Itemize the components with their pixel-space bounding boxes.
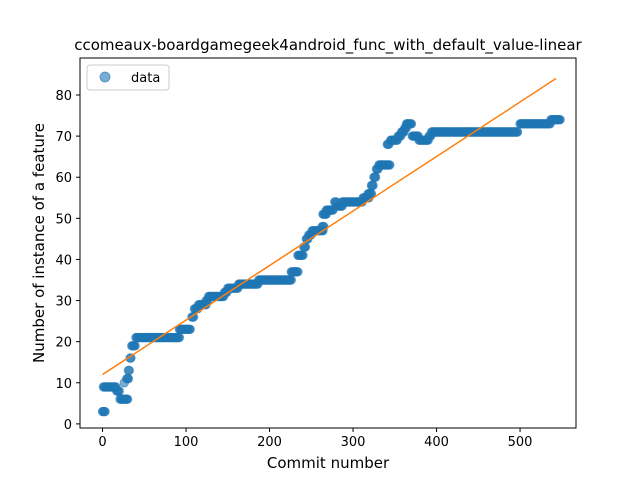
y-tick-label-1: 10 (55, 377, 72, 392)
y-tick-label-3: 30 (55, 295, 72, 310)
data-point-568 (555, 114, 565, 125)
legend-label-data: data (131, 71, 160, 86)
x-axis-label: Commit number (267, 454, 390, 472)
data-point-392 (406, 119, 417, 129)
data-point-33 (122, 394, 133, 404)
y-tick-label-8: 80 (55, 89, 72, 104)
x-tick-label-1: 100 (174, 435, 199, 450)
data-point-362 (385, 160, 395, 170)
data-point-243 (293, 267, 303, 277)
y-tick-label-7: 70 (55, 130, 72, 145)
legend: data (86, 64, 170, 91)
fit-line-layer (102, 77, 557, 376)
legend-marker-data (99, 71, 111, 83)
data-point-234 (286, 275, 296, 285)
fit-line (102, 77, 557, 376)
x-tick-label-3: 300 (341, 435, 366, 450)
y-tick-label-6: 60 (55, 171, 72, 186)
y-tick-label-4: 40 (55, 253, 72, 268)
plot-frame (79, 57, 577, 429)
data-point-39 (124, 365, 134, 376)
axes-layer: 0 100 200 300 400 500 0 10 20 30 40 50 60 70 80 (55, 89, 532, 450)
data-point-519 (512, 127, 523, 137)
data-point-3 (100, 406, 110, 417)
x-tick-label-4: 400 (424, 435, 449, 450)
data-point-250 (298, 250, 308, 261)
legend-box (86, 64, 170, 91)
data-point-23 (114, 386, 124, 396)
x-tick-label-5: 500 (508, 435, 533, 450)
data-point-345 (370, 172, 381, 182)
y-tick-label-2: 20 (55, 336, 72, 351)
data-point-342 (368, 180, 378, 191)
y-tick-label-0: 0 (64, 418, 72, 433)
data-point-37 (123, 373, 134, 384)
data-point-113 (185, 324, 195, 335)
y-axis-label: Number of instance of a feature (30, 123, 48, 363)
y-tick-label-5: 50 (55, 212, 72, 227)
data-point-99 (174, 332, 185, 343)
chart-title: ccomeaux-boardgamegeek4android_func_with… (74, 36, 582, 55)
x-tick-label-0: 0 (98, 435, 106, 450)
x-tick-label-2: 200 (257, 435, 282, 450)
data-point-46 (130, 341, 140, 351)
